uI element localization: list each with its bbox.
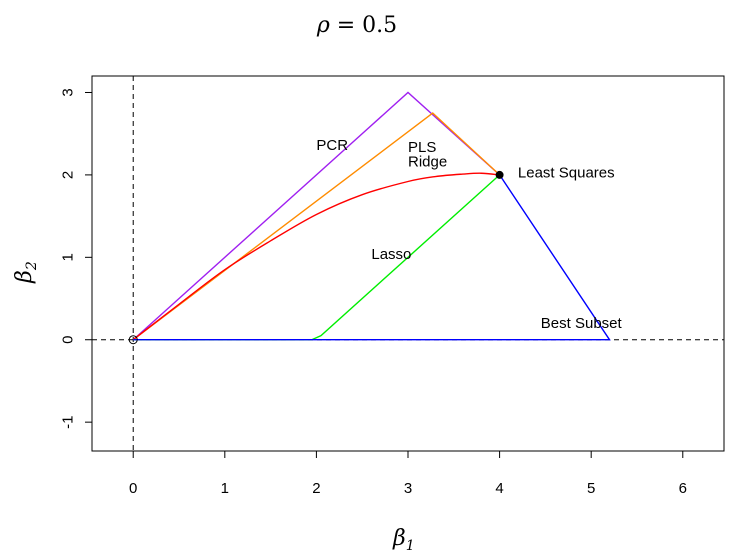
label-least-squares: Least Squares: [518, 164, 615, 181]
series-line-best-subset: [133, 174, 611, 341]
x-tick-label: 5: [587, 480, 595, 497]
y-tick-label: -1: [60, 415, 77, 428]
label-best-subset: Best Subset: [541, 315, 623, 332]
y-tick-label: 0: [60, 336, 77, 344]
y-axis: -1 0 1 2 3: [60, 88, 93, 429]
series-line-lasso: [133, 174, 501, 341]
label-pcr: PCR: [316, 137, 348, 154]
points-layer: [128, 170, 504, 345]
series-layer: [132, 91, 611, 341]
y-tick-label: 2: [60, 171, 77, 179]
y-tick-label: 1: [60, 253, 77, 261]
y-axis-title: β2: [12, 261, 40, 284]
x-tick-label: 3: [404, 480, 412, 497]
x-axis-title: β1: [392, 526, 415, 553]
x-tick-label: 0: [129, 480, 137, 497]
label-ridge: Ridge: [408, 154, 447, 171]
point-least-squares: [495, 170, 504, 179]
series-line-pcr: [132, 91, 501, 341]
x-tick-label: 4: [495, 480, 503, 497]
x-tick-label: 2: [312, 480, 320, 497]
series-line-ridge: [132, 172, 500, 341]
label-pls: PLS: [408, 139, 436, 156]
point-origin: [128, 335, 138, 345]
x-axis: 0 1 2 3 4 5 6: [129, 450, 687, 497]
x-tick-label: 1: [221, 480, 229, 497]
chart-title: ρ = 0.5: [316, 13, 397, 38]
y-tick-label: 3: [60, 88, 77, 96]
y-axis-title-group: β2: [12, 261, 40, 284]
x-tick-label: 6: [679, 480, 687, 497]
label-lasso: Lasso: [371, 246, 411, 263]
